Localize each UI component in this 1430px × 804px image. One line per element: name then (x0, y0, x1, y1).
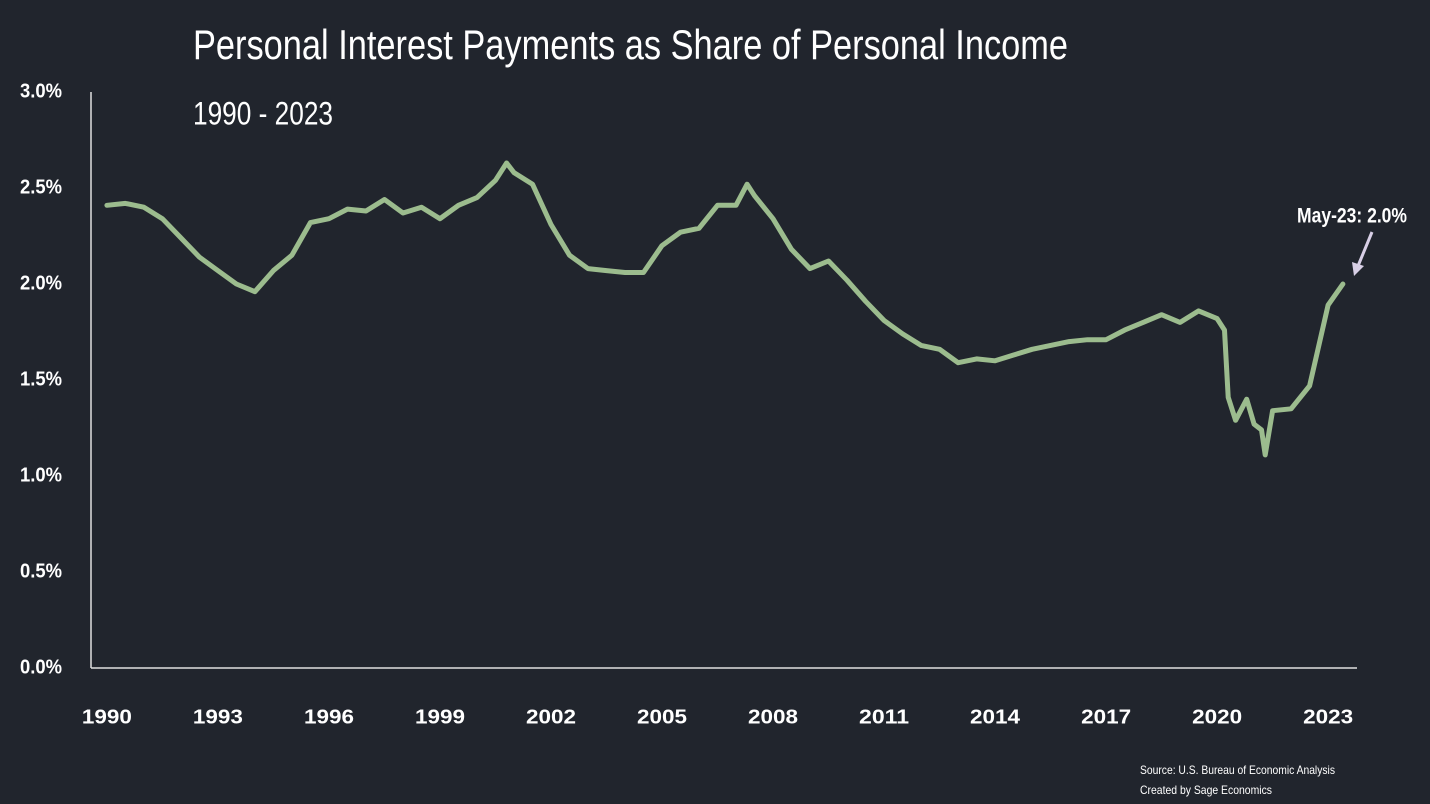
y-tick-label: 1.0% (20, 464, 62, 486)
x-tick-label: 1996 (304, 706, 354, 728)
data-line (104, 160, 1346, 458)
chart-title: Personal Interest Payments as Share of P… (193, 21, 1068, 68)
x-tick-label: 2008 (748, 706, 798, 728)
y-tick-label: 2.0% (20, 272, 62, 294)
annotation-arrow (1356, 231, 1374, 267)
annotation: May-23: 2.0% (1297, 205, 1407, 228)
x-tick-label: 2014 (970, 706, 1021, 728)
y-tick-label: 1.5% (20, 368, 62, 390)
x-tick-label: 2002 (526, 706, 576, 728)
credit-note: Created by Sage Economics (1140, 783, 1272, 797)
x-tick-label: 2017 (1081, 706, 1131, 728)
y-tick-label: 0.5% (20, 560, 62, 582)
y-tick-label: 0.0% (20, 656, 62, 678)
x-tick-label: 2011 (859, 706, 909, 728)
x-tick-label: 1990 (82, 706, 132, 728)
source-note: Source: U.S. Bureau of Economic Analysis (1140, 763, 1335, 777)
x-tick-label: 1993 (193, 706, 243, 728)
y-tick-label: 3.0% (20, 80, 62, 102)
x-tick-label: 2020 (1192, 706, 1242, 728)
x-tick-label: 2005 (637, 706, 687, 728)
chart-subtitle: 1990 - 2023 (193, 95, 333, 131)
y-tick-label: 2.5% (20, 176, 62, 198)
x-tick-label: 1999 (415, 706, 465, 728)
annotation-arrowhead (1352, 262, 1364, 276)
x-tick-label: 2023 (1303, 706, 1353, 728)
